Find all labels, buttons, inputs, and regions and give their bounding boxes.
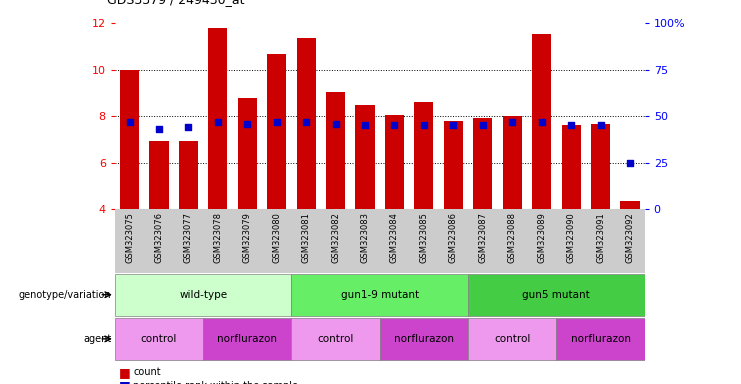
Bar bbox=[150, 141, 168, 209]
Point bbox=[300, 119, 312, 125]
Text: GSM323080: GSM323080 bbox=[272, 212, 282, 263]
Bar bbox=[414, 102, 433, 209]
Point bbox=[506, 119, 518, 125]
Text: ■: ■ bbox=[119, 366, 130, 379]
Bar bbox=[620, 201, 639, 209]
Point bbox=[359, 122, 371, 129]
Bar bbox=[291, 318, 379, 360]
Text: GSM323084: GSM323084 bbox=[390, 212, 399, 263]
Point bbox=[448, 122, 459, 129]
Bar bbox=[468, 318, 556, 360]
Bar bbox=[468, 273, 645, 316]
Text: GSM323075: GSM323075 bbox=[125, 212, 134, 263]
Text: count: count bbox=[133, 367, 161, 377]
Text: wild-type: wild-type bbox=[179, 290, 227, 300]
Point bbox=[536, 119, 548, 125]
Point bbox=[624, 160, 636, 166]
Text: GSM323079: GSM323079 bbox=[243, 212, 252, 263]
Text: norflurazon: norflurazon bbox=[394, 334, 454, 344]
Bar bbox=[296, 38, 316, 209]
Point bbox=[330, 121, 342, 127]
Bar bbox=[179, 141, 198, 209]
Bar bbox=[385, 115, 404, 209]
Bar bbox=[268, 55, 286, 209]
Bar bbox=[532, 33, 551, 209]
Text: GSM323076: GSM323076 bbox=[155, 212, 164, 263]
Bar bbox=[208, 28, 227, 209]
Text: GSM323078: GSM323078 bbox=[213, 212, 222, 263]
Bar bbox=[203, 318, 291, 360]
Text: GSM323092: GSM323092 bbox=[625, 212, 634, 263]
Text: control: control bbox=[494, 334, 531, 344]
Text: GSM323081: GSM323081 bbox=[302, 212, 310, 263]
Bar bbox=[326, 92, 345, 209]
Point bbox=[418, 122, 430, 129]
Bar bbox=[591, 124, 610, 209]
Bar bbox=[291, 273, 468, 316]
Text: ■: ■ bbox=[119, 379, 130, 384]
Bar bbox=[356, 104, 375, 209]
Bar bbox=[562, 125, 581, 209]
Point bbox=[182, 124, 194, 131]
Text: norflurazon: norflurazon bbox=[217, 334, 277, 344]
Point bbox=[594, 122, 606, 129]
Point bbox=[153, 126, 165, 132]
Bar bbox=[115, 273, 291, 316]
Text: gun1-9 mutant: gun1-9 mutant bbox=[341, 290, 419, 300]
Point bbox=[270, 119, 282, 125]
Text: GSM323090: GSM323090 bbox=[567, 212, 576, 263]
Text: GDS3379 / 249430_at: GDS3379 / 249430_at bbox=[107, 0, 245, 6]
Point bbox=[388, 122, 400, 129]
Text: agent: agent bbox=[83, 334, 111, 344]
Point bbox=[477, 122, 489, 129]
Text: GSM323091: GSM323091 bbox=[596, 212, 605, 263]
Point bbox=[565, 122, 577, 129]
Text: norflurazon: norflurazon bbox=[571, 334, 631, 344]
Bar bbox=[238, 98, 257, 209]
Point bbox=[242, 121, 253, 127]
Bar bbox=[502, 116, 522, 209]
Bar bbox=[115, 318, 203, 360]
Text: GSM323085: GSM323085 bbox=[419, 212, 428, 263]
Point bbox=[212, 119, 224, 125]
Text: control: control bbox=[141, 334, 177, 344]
Text: GSM323087: GSM323087 bbox=[478, 212, 488, 263]
Text: GSM323089: GSM323089 bbox=[537, 212, 546, 263]
Text: GSM323083: GSM323083 bbox=[361, 212, 370, 263]
Bar bbox=[444, 121, 463, 209]
Text: control: control bbox=[317, 334, 353, 344]
Bar bbox=[120, 70, 139, 209]
Bar bbox=[379, 318, 468, 360]
Text: GSM323088: GSM323088 bbox=[508, 212, 516, 263]
Text: GSM323086: GSM323086 bbox=[449, 212, 458, 263]
Bar bbox=[473, 119, 492, 209]
Text: genotype/variation: genotype/variation bbox=[19, 290, 111, 300]
Text: percentile rank within the sample: percentile rank within the sample bbox=[133, 381, 299, 384]
Point bbox=[124, 119, 136, 125]
Text: gun5 mutant: gun5 mutant bbox=[522, 290, 591, 300]
Bar bbox=[556, 318, 645, 360]
Text: GSM323077: GSM323077 bbox=[184, 212, 193, 263]
Text: GSM323082: GSM323082 bbox=[331, 212, 340, 263]
